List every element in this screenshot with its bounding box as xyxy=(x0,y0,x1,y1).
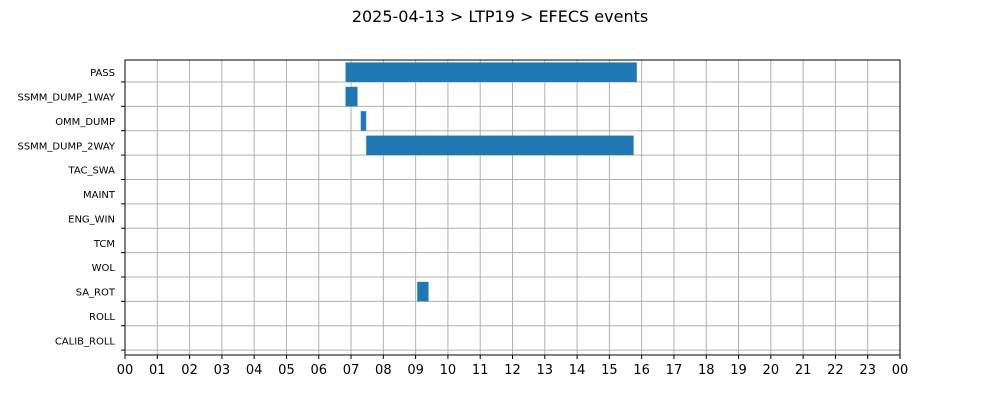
x-tick-label: 11 xyxy=(472,363,489,378)
x-tick-label: 05 xyxy=(278,363,295,378)
event-bars xyxy=(345,62,637,302)
y-tick-label: ENG_WIN xyxy=(68,214,115,225)
x-tick-label: 04 xyxy=(246,363,263,378)
y-tick-label: SSMM_DUMP_1WAY xyxy=(17,93,115,104)
y-tick-label: SA_ROT xyxy=(76,288,116,299)
y-tick-label: TCM xyxy=(93,239,115,250)
x-tick-label: 23 xyxy=(859,363,876,378)
y-axis: PASS SSMM_DUMP_1WAY OMM_DUMP SSMM_DUMP_2WAY… xyxy=(17,68,125,351)
x-tick-label: 01 xyxy=(149,363,166,378)
x-tick-label: 15 xyxy=(601,363,618,378)
plot-frame xyxy=(124,59,901,356)
event-bar-pass xyxy=(345,62,637,82)
x-axis: 00 01 02 03 04 05 06 07 08 09 10 11 12 13 14 15 16 17 18 19… xyxy=(117,355,909,378)
y-tick-label: TAC_SWA xyxy=(67,166,115,177)
x-tick-label: 14 xyxy=(569,363,586,378)
y-tick-label: MAINT xyxy=(83,190,116,201)
x-tick-label: 19 xyxy=(730,363,747,378)
y-tick-label: ROLL xyxy=(89,312,115,323)
x-tick-label: 10 xyxy=(440,363,457,378)
x-tick-label: 03 xyxy=(214,363,231,378)
y-tick-label: WOL xyxy=(92,263,116,274)
x-tick-label: 09 xyxy=(407,363,424,378)
y-tick-label: PASS xyxy=(90,68,115,79)
event-bar-sa-rot xyxy=(417,281,429,302)
x-tick-label: 18 xyxy=(698,363,715,378)
x-tick-label: 00 xyxy=(892,363,909,378)
x-tick-label: 21 xyxy=(795,363,812,378)
x-tick-label: 13 xyxy=(537,363,554,378)
event-bar-ssmm-dump-2way xyxy=(366,135,634,156)
x-tick-label: 22 xyxy=(827,363,844,378)
grid xyxy=(124,60,901,355)
x-tick-label: 00 xyxy=(117,363,134,378)
x-tick-label: 20 xyxy=(763,363,780,378)
x-tick-label: 08 xyxy=(375,363,392,378)
x-tick-label: 06 xyxy=(310,363,327,378)
chart-title: 2025-04-13 > LTP19 > EFECS events xyxy=(352,7,648,26)
event-bar-omm-dump xyxy=(360,111,367,131)
x-tick-label: 16 xyxy=(633,363,650,378)
x-tick-label: 17 xyxy=(666,363,683,378)
x-tick-label: 12 xyxy=(504,363,521,378)
y-tick-label: OMM_DUMP xyxy=(55,117,115,128)
x-tick-label: 07 xyxy=(343,363,360,378)
x-tick-label: 02 xyxy=(181,363,198,378)
event-bar-ssmm-dump-1way xyxy=(345,86,358,107)
y-tick-label: SSMM_DUMP_2WAY xyxy=(17,141,115,152)
y-tick-label: CALIB_ROLL xyxy=(55,336,116,347)
